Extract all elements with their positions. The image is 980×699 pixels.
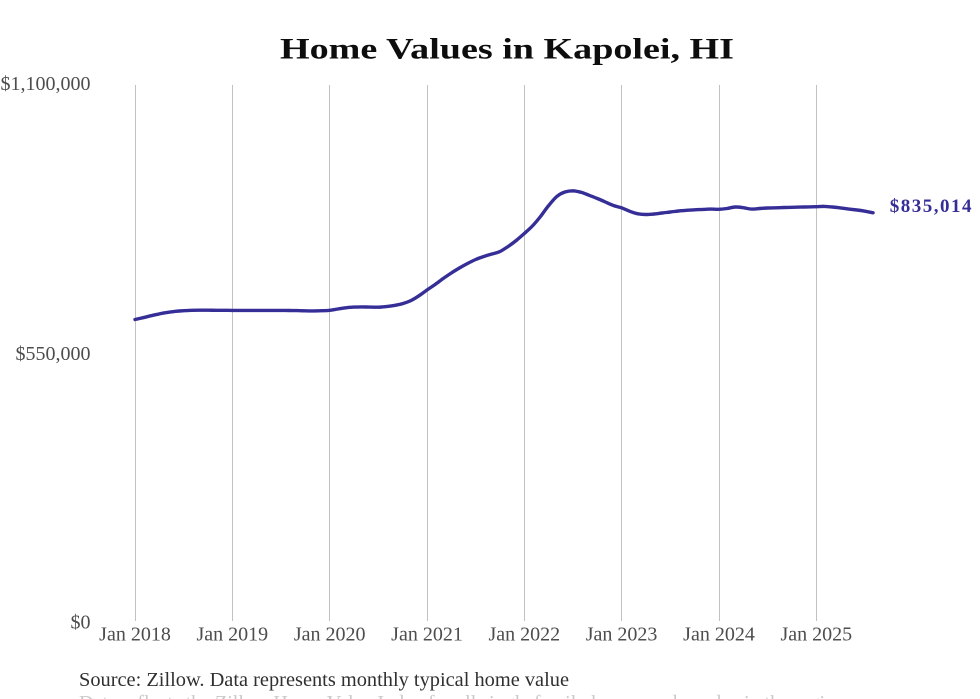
svg-text:Jan 2023: Jan 2023 [586, 624, 658, 646]
svg-text:Jan 2024: Jan 2024 [683, 624, 755, 646]
svg-text:Jan 2020: Jan 2020 [294, 624, 366, 646]
svg-text:$0: $0 [71, 612, 91, 634]
svg-text:Data reflects the Zillow Home: Data reflects the Zillow Home Value Inde… [79, 692, 845, 699]
svg-text:Jan 2019: Jan 2019 [196, 624, 268, 646]
svg-text:Jan 2021: Jan 2021 [391, 624, 463, 646]
svg-text:$835,014: $835,014 [890, 196, 973, 217]
svg-text:$1,100,000: $1,100,000 [1, 73, 91, 95]
svg-text:Home Values in Kapolei, HI: Home Values in Kapolei, HI [280, 33, 734, 66]
svg-text:Jan 2025: Jan 2025 [780, 624, 852, 646]
svg-text:$550,000: $550,000 [16, 343, 91, 365]
svg-text:Jan 2018: Jan 2018 [99, 624, 171, 646]
svg-text:Source: Zillow. Data represent: Source: Zillow. Data represents monthly … [79, 669, 569, 691]
svg-text:Jan 2022: Jan 2022 [488, 624, 560, 646]
